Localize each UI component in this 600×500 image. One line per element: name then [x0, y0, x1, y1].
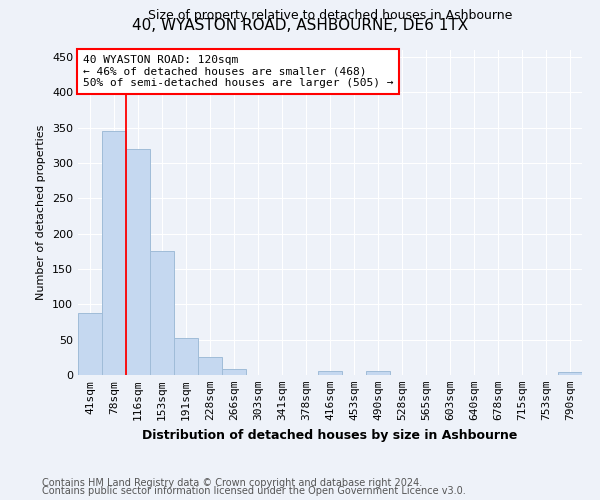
- Text: Contains public sector information licensed under the Open Government Licence v3: Contains public sector information licen…: [42, 486, 466, 496]
- Bar: [126, 149, 150, 375]
- Bar: [222, 370, 246, 375]
- Text: 40 WYASTON ROAD: 120sqm
← 46% of detached houses are smaller (468)
50% of semi-d: 40 WYASTON ROAD: 120sqm ← 46% of detache…: [83, 55, 394, 88]
- Bar: [366, 372, 390, 375]
- Bar: [174, 338, 198, 375]
- Bar: [102, 131, 126, 375]
- Bar: [150, 252, 174, 375]
- Bar: [198, 358, 222, 375]
- Text: Contains HM Land Registry data © Crown copyright and database right 2024.: Contains HM Land Registry data © Crown c…: [42, 478, 422, 488]
- Y-axis label: Number of detached properties: Number of detached properties: [37, 125, 46, 300]
- Title: Size of property relative to detached houses in Ashbourne: Size of property relative to detached ho…: [148, 10, 512, 22]
- Bar: [78, 313, 102, 375]
- Text: 40, WYASTON ROAD, ASHBOURNE, DE6 1TX: 40, WYASTON ROAD, ASHBOURNE, DE6 1TX: [132, 18, 468, 32]
- Bar: [318, 372, 342, 375]
- X-axis label: Distribution of detached houses by size in Ashbourne: Distribution of detached houses by size …: [142, 428, 518, 442]
- Bar: [558, 372, 582, 375]
